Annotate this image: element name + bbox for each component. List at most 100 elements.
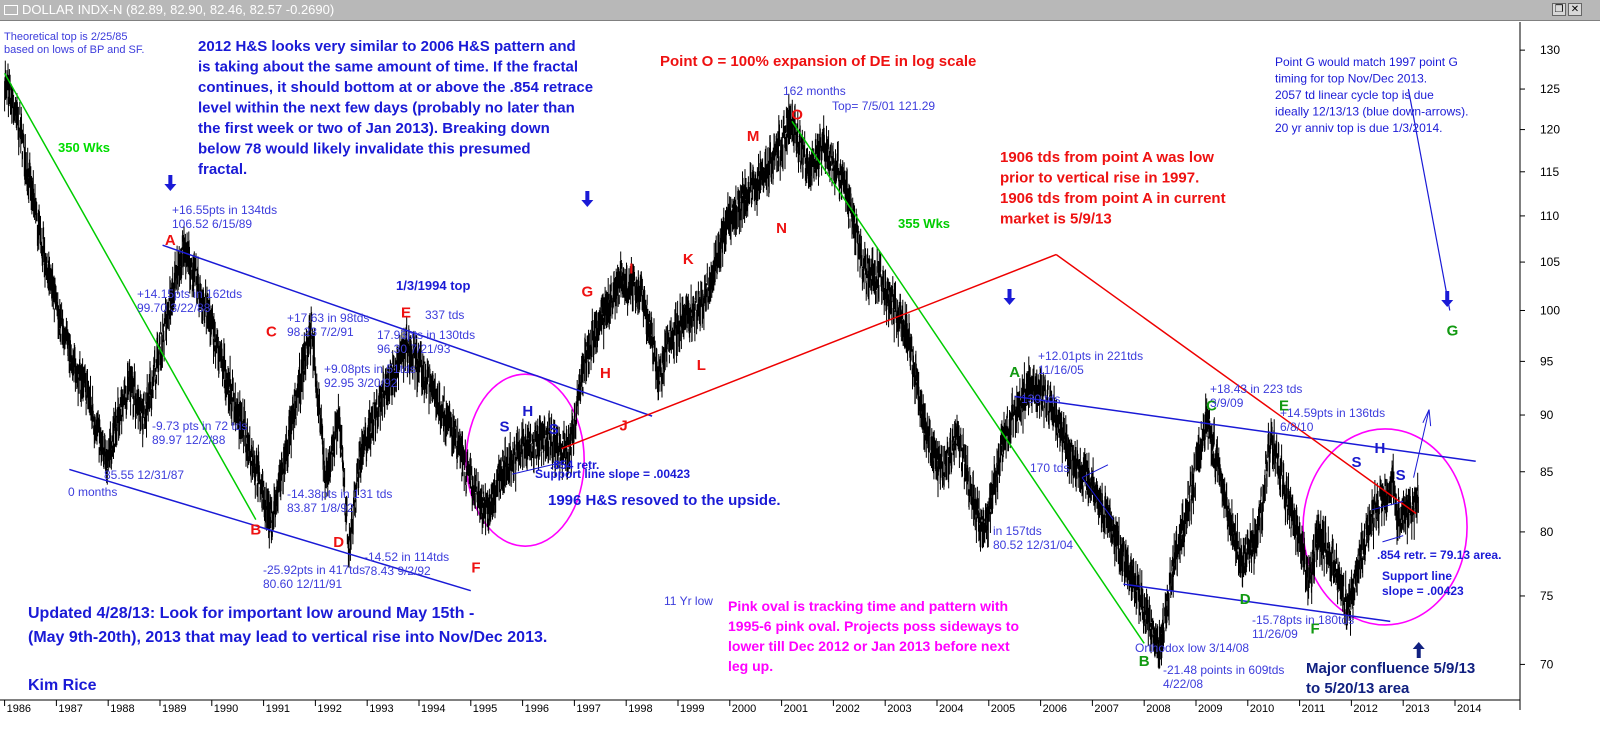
- label-b-2008: -21.48 points in 609tds 4/22/08: [1163, 663, 1284, 691]
- quote-values: (82.89, 82.90, 82.46, 82.57 -0.2690): [126, 2, 335, 17]
- price-bars: [4, 60, 21, 156]
- price-bars: [1317, 509, 1336, 587]
- x-tick-label: 1992: [317, 703, 341, 715]
- x-tick-label: 2011: [1302, 703, 1326, 715]
- y-tick-label: 75: [1540, 589, 1554, 603]
- annotations: 70 75 80 85 90 95 100 105 110 115 120 125 130 1986 198…: [4, 31, 1560, 715]
- label-d-2009: -15.78pts in 180tds 11/26/09: [1252, 613, 1354, 641]
- restore-icon[interactable]: ❐: [1552, 3, 1566, 16]
- price-bars: [206, 286, 228, 406]
- label-355-wks: 355 Wks: [898, 216, 950, 231]
- symbol-name: DOLLAR INDX-N: [22, 2, 123, 17]
- point-label-red: E: [401, 304, 411, 321]
- x-tick-label: 1988: [110, 703, 134, 715]
- x-tick-label: 2006: [1043, 703, 1067, 715]
- price-bars: [1335, 543, 1349, 630]
- price-bars: [605, 251, 622, 330]
- price-bars: [1174, 464, 1194, 577]
- point-label-red: K: [683, 251, 694, 268]
- price-bars: [348, 441, 360, 568]
- x-tick-label: 2004: [939, 703, 963, 715]
- label-d-1992: -14.52 in 114tds 78.43 9/2/92: [364, 550, 449, 578]
- window-title: DOLLAR INDX-N (82.89, 82.90, 82.46, 82.5…: [22, 2, 334, 17]
- label-0-months: 0 months: [68, 485, 117, 499]
- price-bars: [864, 241, 881, 306]
- label-170-tds: 170 tds: [1030, 461, 1069, 475]
- price-bars: [270, 409, 290, 544]
- price-bars: [1366, 480, 1378, 552]
- price-bars: [1154, 619, 1160, 670]
- window-menu-icon[interactable]: [4, 5, 18, 15]
- label-e-2010: +14.59pts in 136tds 6/8/10: [1280, 406, 1385, 434]
- price-bars: [1112, 515, 1140, 615]
- label-author: Kim Rice: [28, 677, 97, 694]
- point-label-red: I: [629, 260, 633, 277]
- note-point-o: Point O = 100% expansion of DE in log sc…: [660, 53, 976, 70]
- label-c1-1988: -9.73 pts in 72 tds 89.97 12/2/88: [152, 419, 247, 447]
- y-tick-label: 90: [1540, 408, 1554, 422]
- label-low-1987: 85.55 12/31/87: [104, 468, 184, 482]
- x-tick-label: 2007: [1094, 703, 1118, 715]
- price-bars: [325, 393, 339, 497]
- y-tick-label: 85: [1540, 465, 1554, 479]
- price-bars: [382, 327, 407, 418]
- point-label-blue: S: [1396, 467, 1406, 484]
- price-bars: [87, 369, 106, 470]
- price-bars: [1159, 533, 1176, 669]
- point-label-red: G: [582, 284, 594, 301]
- arrow-shaft: [1416, 648, 1421, 658]
- up-arrow-confluence: [1412, 642, 1425, 658]
- price-bars: [1029, 364, 1052, 429]
- price-bars: [1397, 472, 1419, 545]
- projection-arrow-head-a: [1422, 409, 1430, 423]
- pink-oval-1996: [465, 373, 585, 547]
- price-bars: [985, 411, 1005, 548]
- trendlines: [3, 72, 1476, 644]
- y-axis-panel: [1521, 22, 1600, 731]
- label-162-months: 162 months: [783, 84, 846, 98]
- projection-arrow-head-b: [1428, 409, 1432, 427]
- point-label-red: B: [250, 521, 261, 538]
- price-bars: [807, 123, 824, 191]
- point-label-red: F: [471, 559, 480, 576]
- note-theoretical-top: Theoretical top is 2/25/85 based on lows …: [4, 31, 144, 56]
- down-arrow-2013: [1441, 291, 1454, 307]
- price-bars: [1270, 418, 1290, 526]
- point-label-green: B: [1139, 653, 1150, 670]
- y-tick-label: 80: [1540, 525, 1554, 539]
- price-bars: [226, 355, 254, 483]
- label-1994-top: 1/3/1994 top: [396, 278, 470, 293]
- y-tick-label: 130: [1540, 43, 1560, 57]
- note-updated: Updated 4/28/13: Look for important low …: [28, 605, 547, 646]
- point-label-blue: S: [1352, 454, 1362, 471]
- price-bars: [485, 454, 502, 534]
- label-a-1989: +16.55pts in 134tds 106.52 6/15/89: [172, 203, 277, 231]
- x-tick-label: 2002: [835, 703, 859, 715]
- point-label-red: O: [791, 107, 803, 124]
- arrow-head: [1441, 300, 1454, 307]
- price-bars: [822, 115, 844, 202]
- down-arrow-2005: [1003, 289, 1016, 305]
- label-c2-1992: +9.08pts in 51tds 92.95 3/20/92: [324, 362, 416, 390]
- price-bars: [1205, 398, 1217, 485]
- red-line-up: [561, 253, 1057, 450]
- price-bars: [1138, 568, 1155, 654]
- label-support-2012: Support line slope = .00423: [1382, 569, 1464, 598]
- x-tick-label: 1994: [421, 703, 445, 715]
- price-bars: [726, 169, 746, 246]
- y-tick-label: 100: [1540, 303, 1560, 317]
- point-label-red: J: [619, 418, 627, 435]
- label-e-1993: 17.93pts in 130tds 96.30 7/21/93: [377, 328, 475, 356]
- overlay-shapes: [465, 373, 1468, 626]
- price-bars: [428, 364, 451, 447]
- label-hs-1996: 1996 H&S resoved to the upside.: [548, 492, 781, 509]
- wedge-2007-b: [1081, 464, 1109, 479]
- price-bars: [71, 343, 88, 416]
- x-tick-label: 1989: [162, 703, 186, 715]
- price-bars: [667, 293, 684, 364]
- x-tick-label: 1996: [525, 703, 549, 715]
- arrow-shaft: [1445, 291, 1450, 301]
- projection-line: [1407, 88, 1451, 311]
- close-icon[interactable]: ✕: [1568, 3, 1582, 16]
- point-label-blue: H: [522, 403, 533, 420]
